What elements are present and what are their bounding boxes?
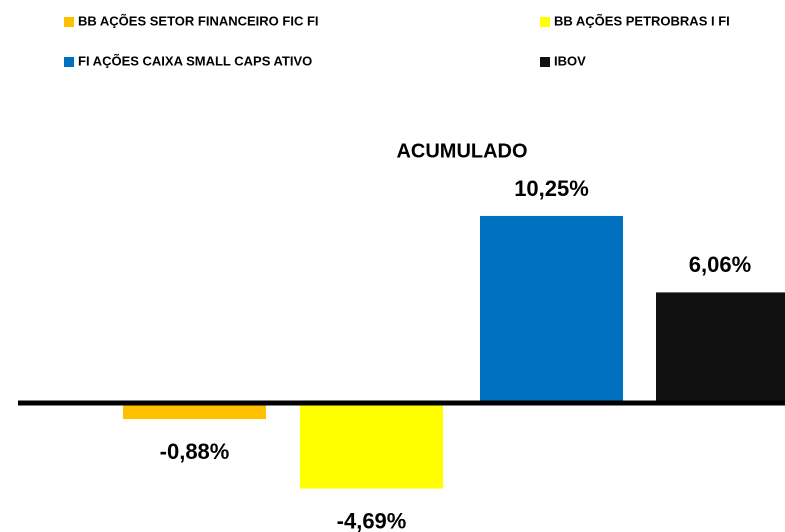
legend-label: IBOV [554,53,586,68]
legend-label: BB AÇÕES SETOR FINANCEIRO FIC FI [78,13,319,28]
data-label: 6,06% [689,252,751,277]
legend-swatch [540,57,550,67]
chart-title: ACUMULADO [396,140,527,162]
legend-swatch [64,57,74,67]
bar [656,292,785,403]
data-label: -0,88% [160,439,230,464]
bar [480,215,623,403]
bar [300,403,443,489]
legend-label: BB AÇÕES PETROBRAS I FI [554,13,730,28]
bar [123,403,266,420]
legend-swatch [64,17,74,27]
data-label: -4,69% [337,508,407,532]
legend-swatch [540,17,550,27]
data-label: 10,25% [514,176,589,201]
legend-label: FI AÇÕES CAIXA SMALL CAPS ATIVO [78,53,312,68]
